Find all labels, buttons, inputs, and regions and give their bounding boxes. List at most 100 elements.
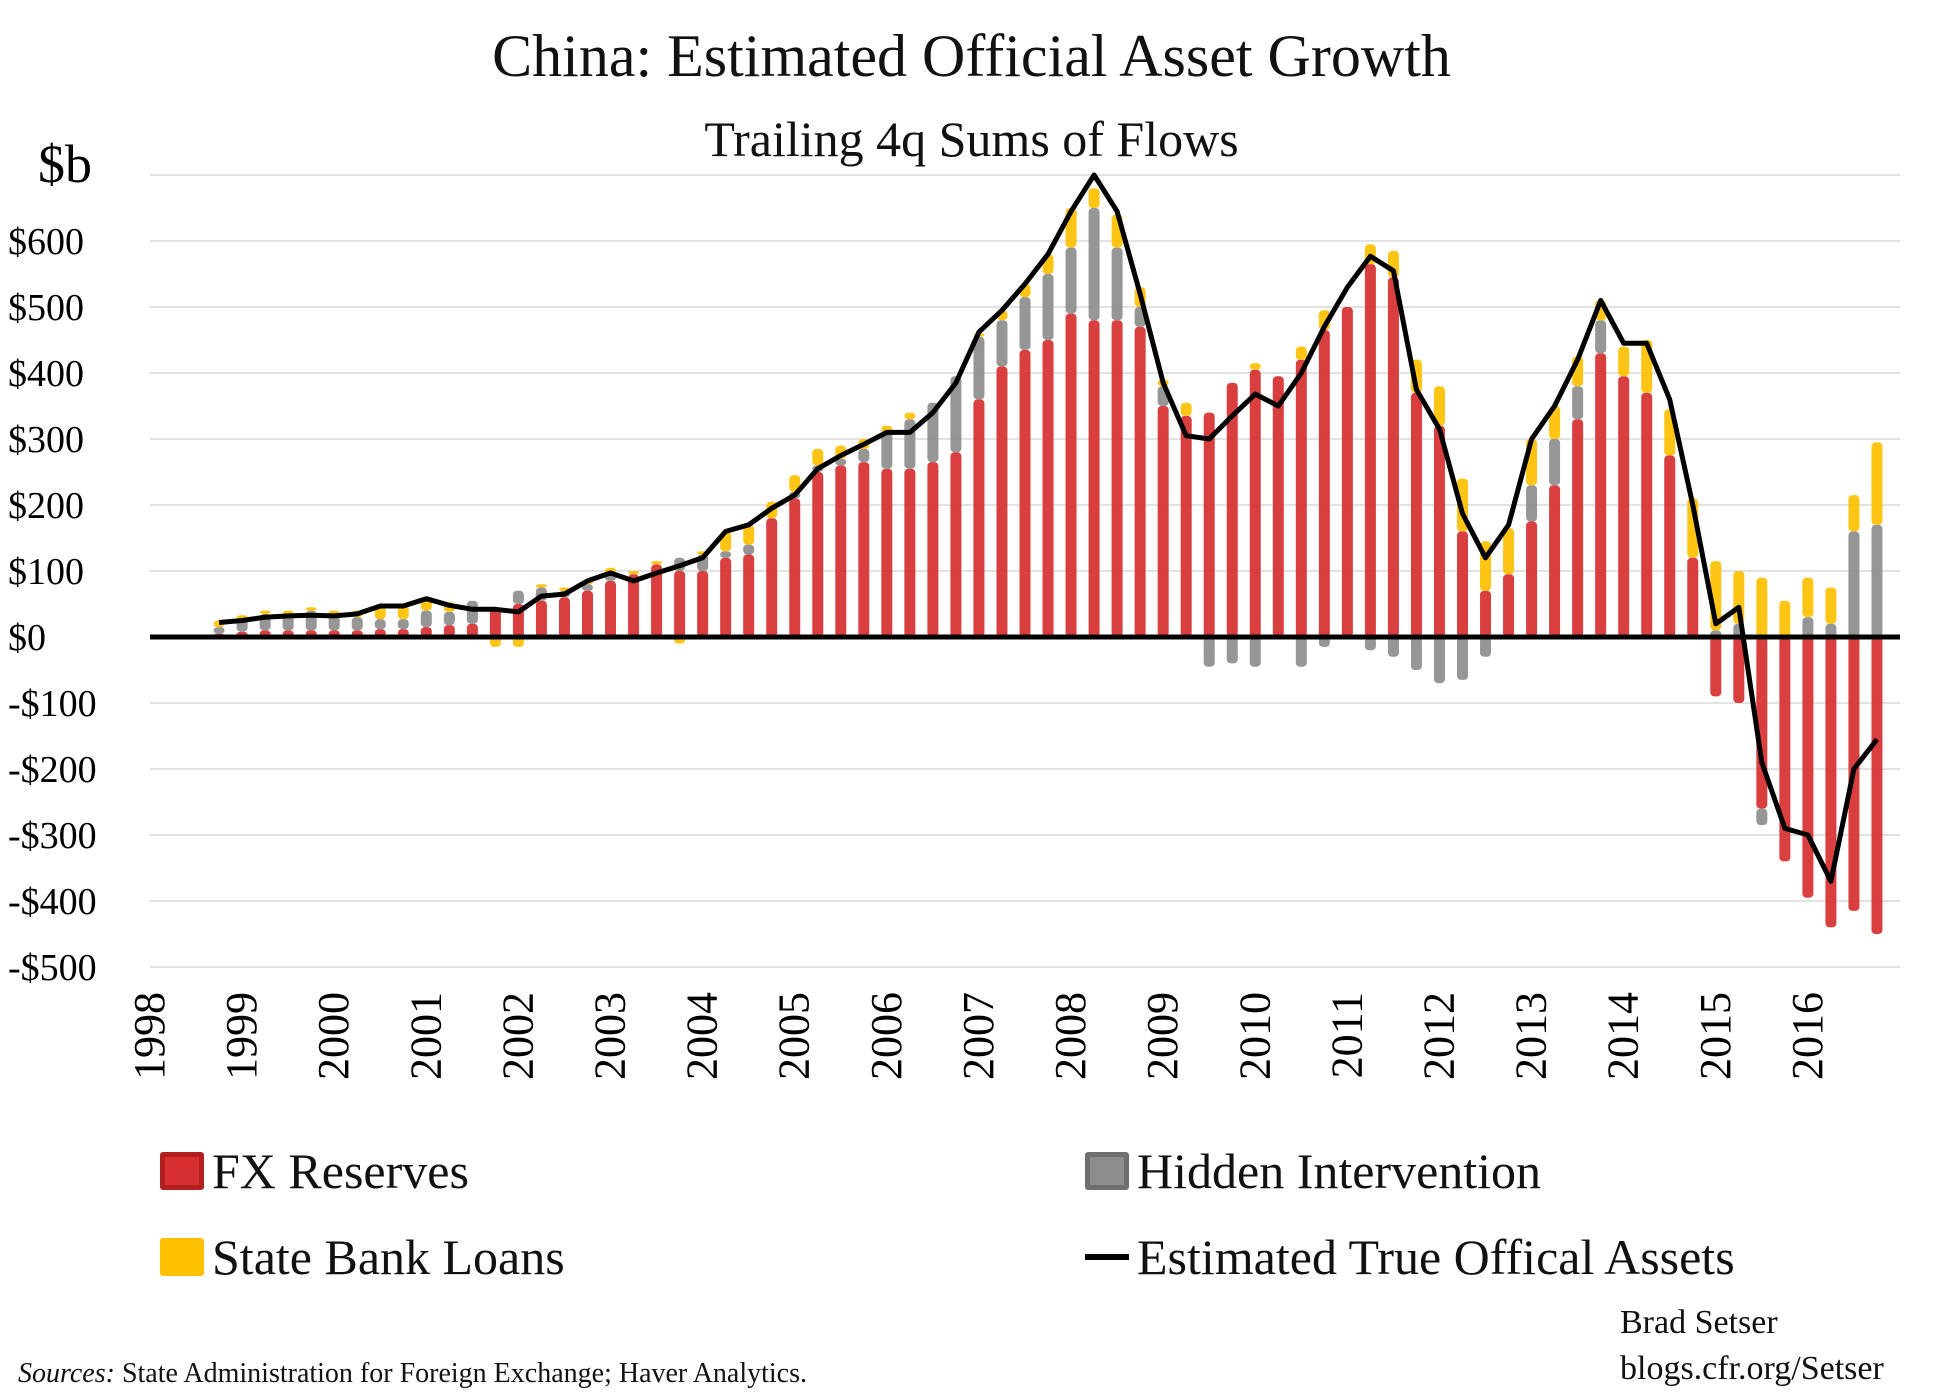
bar-hidden-intervention <box>1111 247 1123 321</box>
bar-fx-reserves <box>1272 376 1284 637</box>
red-swatch-icon <box>160 1152 204 1190</box>
bar-fx-reserves <box>1157 406 1169 637</box>
bar-fx-reserves <box>1779 637 1791 862</box>
y-tick-label: $100 <box>8 551 84 593</box>
bar-hidden-intervention <box>1871 524 1883 637</box>
bar-state-bank-loans <box>743 524 755 545</box>
x-tick-label: 1999 <box>217 992 266 1080</box>
bar-fx-reserves <box>1572 419 1584 637</box>
x-tick-label: 2011 <box>1322 992 1371 1078</box>
bar-fx-reserves <box>628 574 640 637</box>
bar-hidden-intervention <box>512 590 524 604</box>
bars <box>213 188 1883 934</box>
bar-hidden-intervention <box>1226 637 1238 664</box>
bar-fx-reserves <box>489 607 501 637</box>
bar-fx-reserves <box>766 518 778 637</box>
y-tick-label: $0 <box>8 617 46 659</box>
legend-label: FX Reserves <box>212 1143 469 1199</box>
y-tick-label: -$400 <box>8 881 97 923</box>
bar-hidden-intervention <box>1457 637 1468 680</box>
bar-fx-reserves <box>1710 637 1722 697</box>
bar-fx-reserves <box>697 571 709 637</box>
bar-fx-reserves <box>927 462 939 637</box>
x-tick-label: 1998 <box>125 992 174 1080</box>
bar-hidden-intervention <box>720 551 732 558</box>
bar-fx-reserves <box>1387 277 1399 637</box>
bar-fx-reserves <box>1687 557 1699 637</box>
y-tick-labels: -$500 -$400 -$300 -$200 -$100 $0 $100 $200 $300 $… <box>8 221 97 989</box>
y-tick-label: $500 <box>8 287 84 329</box>
bar-fx-reserves <box>1733 637 1745 703</box>
bar-fx-reserves <box>1249 369 1261 637</box>
sources-prefix: Sources: <box>18 1358 115 1389</box>
bar-hidden-intervention <box>466 600 478 624</box>
bar-state-bank-loans <box>1802 577 1814 618</box>
bar-state-bank-loans <box>328 610 340 614</box>
bar-fx-reserves <box>1065 313 1077 637</box>
x-tick-label: 2006 <box>862 992 911 1080</box>
x-tick-label: 2012 <box>1414 992 1463 1080</box>
bar-hidden-intervention <box>743 544 755 555</box>
bar-fx-reserves <box>1503 574 1515 637</box>
x-tick-labels: 1998 1999 2000 2001 2002 2003 2004 2005 2006 2007… <box>125 992 1832 1080</box>
bar-hidden-intervention <box>1019 297 1031 350</box>
bar-fx-reserves <box>789 498 801 637</box>
bar-state-bank-loans <box>282 610 294 614</box>
legend-label: Hidden Intervention <box>1137 1143 1542 1199</box>
bar-fx-reserves <box>1433 425 1445 637</box>
bar-fx-reserves <box>1457 531 1468 637</box>
bar-state-bank-loans <box>1779 600 1791 637</box>
y-axis-label: $b <box>38 134 92 194</box>
bar-fx-reserves <box>1641 392 1653 637</box>
bar-fx-reserves <box>582 590 593 637</box>
y-tick-label: $400 <box>8 353 84 395</box>
bar-hidden-intervention <box>1364 637 1376 651</box>
bar-hidden-intervention <box>1065 247 1077 314</box>
bar-hidden-intervention <box>835 458 847 466</box>
bar-hidden-intervention <box>1802 617 1814 637</box>
legend-fx-reserves: FX Reserves <box>160 1142 469 1200</box>
y-tick-label: -$500 <box>8 947 97 989</box>
legend-state-bank-loans: State Bank Loans <box>160 1228 565 1286</box>
x-tick-label: 2015 <box>1691 992 1740 1080</box>
bar-fx-reserves <box>651 564 663 637</box>
line-swatch-icon <box>1085 1254 1129 1260</box>
bar-state-bank-loans <box>789 475 801 492</box>
bar-hidden-intervention <box>1480 637 1492 657</box>
bar-fx-reserves <box>973 399 985 637</box>
bar-hidden-intervention <box>1042 274 1054 340</box>
bar-hidden-intervention <box>582 584 593 591</box>
bar-fx-reserves <box>1134 326 1146 637</box>
bar-fx-reserves <box>1111 320 1123 637</box>
sources-text: State Administration for Foreign Exchang… <box>114 1358 808 1389</box>
bar-fx-reserves <box>1364 264 1376 637</box>
bar-hidden-intervention <box>950 376 962 453</box>
bar-state-bank-loans <box>1249 363 1261 370</box>
y-tick-label: $300 <box>8 419 84 461</box>
bar-hidden-intervention <box>996 320 1008 367</box>
bar-fx-reserves <box>1088 320 1100 637</box>
bar-fx-reserves <box>1802 637 1814 898</box>
bar-state-bank-loans <box>535 584 547 588</box>
bar-fx-reserves <box>743 554 755 637</box>
bar-fx-reserves <box>1480 590 1492 637</box>
bar-state-bank-loans <box>397 605 409 620</box>
bar-hidden-intervention <box>1433 637 1445 684</box>
bar-hidden-intervention <box>1203 637 1215 667</box>
bar-fx-reserves <box>1664 455 1676 637</box>
credit-site: blogs.cfr.org/Setser <box>1620 1350 1884 1387</box>
bar-hidden-intervention <box>1572 386 1584 420</box>
bar-fx-reserves <box>535 600 547 637</box>
bar-hidden-intervention <box>1249 637 1261 667</box>
bar-state-bank-loans <box>305 607 317 611</box>
bar-hidden-intervention <box>397 619 409 630</box>
bar-fx-reserves <box>1203 412 1215 637</box>
credit: Brad Setser blogs.cfr.org/Setser <box>1620 1300 1884 1392</box>
bar-hidden-intervention <box>1756 808 1768 826</box>
x-tick-label: 2010 <box>1230 992 1279 1080</box>
credit-author: Brad Setser <box>1620 1304 1778 1341</box>
legend-label: State Bank Loans <box>212 1229 565 1285</box>
bar-hidden-intervention <box>1595 320 1607 354</box>
bar-state-bank-loans <box>1433 386 1445 426</box>
x-tick-label: 2000 <box>309 992 358 1080</box>
